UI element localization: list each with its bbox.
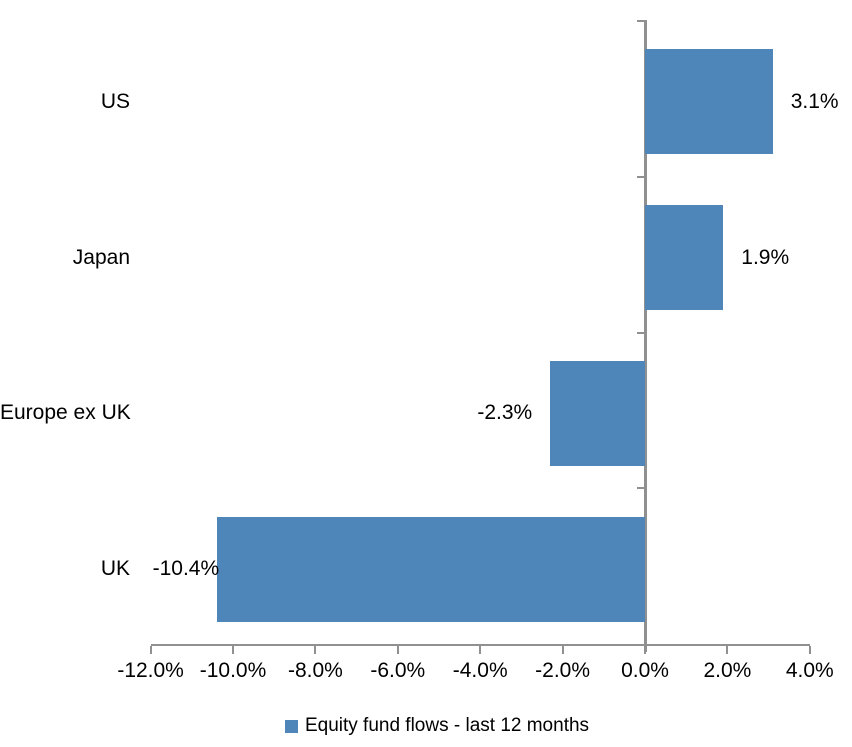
- category-boundary-tick: [637, 175, 647, 178]
- value-label: 1.9%: [741, 245, 790, 269]
- x-tick-label: -10.0%: [199, 659, 267, 682]
- x-tick: [644, 646, 646, 654]
- category-label: Europe ex UK: [0, 401, 131, 425]
- x-tick: [396, 646, 399, 654]
- x-tick: [479, 646, 482, 654]
- x-tick: [232, 646, 234, 654]
- x-tick-label: -6.0%: [370, 659, 426, 682]
- category-label: US: [100, 89, 130, 113]
- x-tick-label: 4.0%: [785, 659, 834, 682]
- x-tick: [808, 646, 811, 654]
- x-axis-line: [150, 644, 810, 646]
- value-label: -2.3%: [477, 401, 533, 425]
- x-tick-label: 2.0%: [703, 659, 752, 682]
- value-label: 3.1%: [790, 89, 839, 113]
- x-tick: [314, 646, 317, 654]
- x-tick-label: -12.0%: [117, 659, 184, 682]
- legend: Equity fund flows - last 12 months: [22, 712, 852, 740]
- legend-swatch-icon: [284, 719, 298, 733]
- x-tick: [149, 646, 152, 654]
- bar-uk: [216, 516, 645, 622]
- x-tick: [561, 646, 564, 654]
- x-tick-label: 0.0%: [621, 659, 669, 682]
- bar-europe-ex-uk: [550, 360, 645, 466]
- category-label: Japan: [72, 245, 130, 269]
- legend-label: Equity fund flows - last 12 months: [304, 715, 590, 736]
- bar-us: [645, 49, 773, 155]
- x-tick-label: -8.0%: [287, 659, 343, 682]
- x-tick: [726, 646, 729, 654]
- category-boundary-tick: [637, 487, 647, 490]
- category-boundary-tick: [637, 331, 647, 334]
- x-tick-label: -2.0%: [535, 659, 591, 682]
- category-boundary-tick: [637, 20, 647, 22]
- bar-japan: [645, 205, 724, 311]
- category-label: UK: [100, 557, 130, 581]
- value-label: -10.4%: [152, 557, 220, 581]
- x-tick-label: -4.0%: [452, 659, 508, 682]
- zero-axis-line: [644, 21, 647, 652]
